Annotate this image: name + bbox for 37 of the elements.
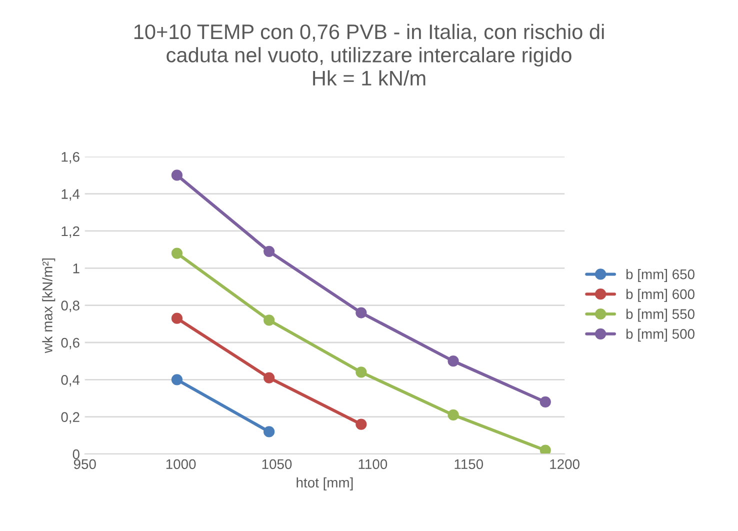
legend-label: b [mm] 550 — [626, 308, 694, 322]
point — [264, 314, 275, 326]
y-tick-label: 1 — [73, 264, 80, 274]
x-tick-label: 950 — [74, 459, 96, 470]
y-tick-label: 1,2 — [62, 226, 80, 238]
point — [356, 366, 367, 378]
x-axis-title: htot [mm] — [296, 477, 353, 490]
x-tick-label: 1100 — [358, 459, 388, 470]
legend-label: b [mm] 650 — [626, 269, 694, 282]
point — [540, 444, 551, 454]
y-tick-label: 0,2 — [61, 412, 80, 424]
point — [448, 356, 459, 367]
y-tick-label: 0,6 — [61, 338, 80, 350]
y-tick-label: 1,4 — [62, 189, 80, 201]
x-tick-label: 1050 — [262, 459, 292, 470]
y-tick-label: 1,6 — [62, 152, 80, 164]
x-tick-label: 1150 — [454, 459, 484, 470]
point — [356, 307, 367, 318]
x-tick-label: 1000 — [166, 459, 196, 470]
legend-label: b [mm] 500 — [626, 328, 694, 342]
point — [264, 246, 275, 257]
x-tick-label: 1200 — [550, 459, 580, 470]
point — [171, 248, 183, 259]
legend-label: b [mm] 600 — [626, 288, 694, 302]
chart-title: 10+10 TEMP con 0,76 PVB - in Italia, con rischio di caduta nel vuoto, utilizzare intercalare rigido Hk = 1 kN/m — [134, 24, 604, 86]
y-axis-title: wk max [kN/m²] — [42, 258, 56, 354]
point — [264, 426, 275, 438]
y-tick-label: 0 — [72, 449, 80, 460]
y-tick-label: 0,4 — [61, 375, 80, 386]
y-tick-label: 0,8 — [61, 300, 80, 312]
point — [171, 312, 183, 324]
point — [171, 374, 183, 386]
point — [171, 170, 183, 181]
point — [540, 396, 551, 408]
point — [448, 409, 459, 421]
point — [356, 418, 367, 430]
point — [264, 372, 275, 384]
